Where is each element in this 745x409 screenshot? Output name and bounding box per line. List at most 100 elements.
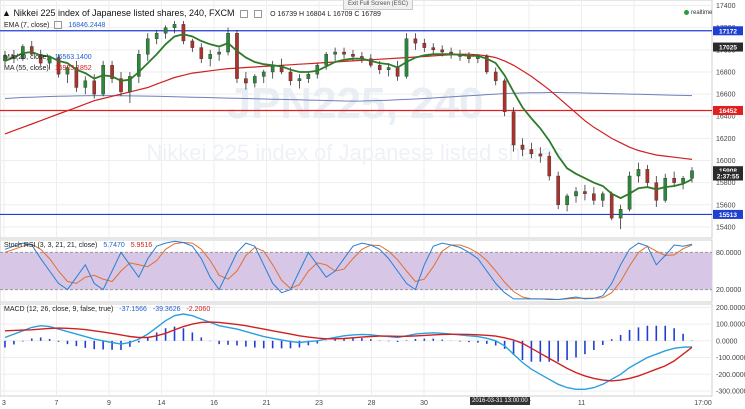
legend-ma20[interactable]: MA (20, close) 16563.1400	[4, 54, 92, 61]
up-arrow-icon: ▲	[2, 8, 11, 18]
macd-line	[4, 313, 693, 390]
price-tick-label: 16000	[716, 158, 736, 165]
legend-ma55[interactable]: MA (55, close) 16923.1852	[4, 65, 92, 72]
candle-body	[583, 191, 587, 194]
time-tick-label: 30	[420, 400, 428, 407]
close-icon[interactable]	[253, 9, 262, 18]
candle-body	[110, 65, 114, 79]
time-tick-label: 16	[210, 400, 218, 407]
price-tick-label: 17400	[716, 3, 736, 10]
stoch-tick-label: 80.0000	[716, 250, 741, 257]
candle-body	[119, 78, 123, 93]
price-badge	[713, 42, 743, 52]
candle-body	[244, 78, 248, 84]
candle-body	[690, 170, 694, 179]
macd-tick-label: -200.0000	[716, 372, 745, 379]
candle-body	[556, 175, 560, 205]
candle-body	[413, 38, 418, 44]
time-tick-label: 9	[107, 400, 111, 407]
time-tick-label: 14	[158, 400, 166, 407]
candle-body	[440, 49, 444, 53]
crosshair-time-tag: 2016-03-31 13:00:00	[470, 397, 530, 405]
time-tick-label: 21	[263, 400, 271, 407]
stoch-tick-label: 20.0000	[716, 287, 741, 294]
candle-body	[351, 54, 355, 57]
price-tick-label: 16400	[716, 114, 736, 121]
candle-body	[529, 149, 534, 155]
macd-tick-label: -100.0000	[716, 355, 745, 362]
legend-macd[interactable]: MACD (12, 26, close, 9, false, true) -37…	[4, 306, 211, 313]
candle-body	[92, 80, 97, 95]
candle-body	[101, 65, 105, 95]
candle-body	[422, 42, 427, 48]
candle-body	[190, 40, 195, 48]
price-tick-label: 15400	[716, 224, 736, 231]
candle-body	[154, 33, 159, 39]
price-badge	[713, 171, 743, 181]
candle-body	[645, 169, 650, 183]
price-tick-label: 16200	[716, 136, 736, 143]
candle-body	[333, 51, 337, 55]
watermark-name: Nikkei 225 index of Japanese listed shar…	[146, 140, 563, 165]
exit-fullscreen-button[interactable]: Exit Full Screen (ESC)	[343, 0, 413, 10]
candle-body	[199, 47, 204, 59]
candle-body	[324, 54, 328, 66]
candle-body	[574, 191, 578, 197]
candle-body	[217, 51, 221, 55]
legend-ema[interactable]: EMA (7, close) 16846.2448	[4, 21, 106, 29]
candle-body	[83, 80, 88, 88]
candle-body	[600, 193, 605, 201]
candle-body	[493, 71, 498, 82]
settings-icon[interactable]	[240, 9, 249, 18]
legend-stoch-rsi[interactable]: Stoch RSI (3, 3, 21, 21, close) 5.7470 5…	[4, 242, 153, 249]
time-tick-label: 28	[368, 400, 376, 407]
candle-body	[636, 169, 641, 177]
candle-body	[261, 71, 266, 77]
candle-body	[592, 193, 596, 201]
time-tick-label: 17:00	[694, 400, 712, 407]
candle-body	[145, 38, 150, 55]
price-badge	[713, 26, 743, 36]
candle-body	[386, 67, 391, 70]
candle-body	[181, 24, 186, 42]
macd-signal-line	[4, 321, 693, 382]
candle-body	[547, 155, 552, 177]
price-badge-label: 17025	[719, 45, 737, 52]
candle-body	[618, 209, 623, 219]
time-tick-label: 11	[578, 400, 585, 407]
macd-tick-label: -300.0000	[716, 388, 745, 395]
price-badge	[713, 166, 743, 176]
candle-body	[235, 33, 239, 79]
price-tick-label: 16800	[716, 69, 736, 76]
ohlc-readout: O 16739 H 16804 L 16709 C 16789	[270, 11, 381, 18]
time-tick-label: 7	[55, 400, 59, 407]
candle-body	[306, 73, 311, 79]
ma20-line	[4, 53, 693, 160]
macd-tick-label: 100.0000	[716, 322, 745, 329]
price-badge-label: 17172	[719, 28, 737, 35]
candle-body	[253, 76, 257, 84]
time-tick-label: 3	[2, 400, 6, 407]
candle-body	[377, 65, 382, 70]
candle-body	[609, 193, 614, 219]
stoch-d-line	[4, 241, 693, 301]
candle-body	[663, 178, 668, 201]
candle-body	[56, 57, 61, 75]
ma55-line	[4, 92, 693, 102]
eye-icon[interactable]	[54, 21, 63, 29]
realtime-dot-icon	[684, 10, 689, 15]
time-tick-label: 23	[315, 400, 323, 407]
candle-body	[538, 153, 543, 157]
price-badge	[713, 105, 743, 115]
chart-title: Nikkei 225 index of Japanese listed shar…	[13, 8, 235, 18]
candle-body	[279, 65, 284, 73]
candle-body	[65, 67, 70, 75]
price-tick-label: 16600	[716, 92, 736, 99]
candle-body	[74, 67, 79, 88]
candle-body	[431, 47, 436, 51]
candle-body	[511, 111, 516, 146]
candle-body	[672, 178, 676, 183]
candle-body	[502, 80, 507, 113]
stoch-band	[0, 252, 712, 290]
